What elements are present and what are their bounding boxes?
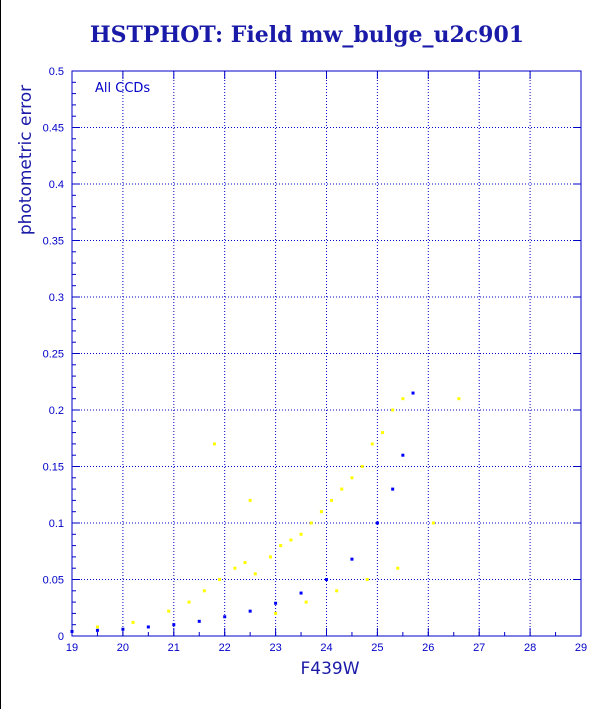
x-tick-label: 26 (422, 642, 434, 654)
y-tick-label: 0 (58, 631, 64, 643)
data-point (340, 487, 344, 491)
data-point (391, 408, 395, 412)
data-point (325, 578, 328, 581)
data-point (248, 609, 252, 613)
data-point (172, 623, 176, 627)
x-tick-label: 21 (168, 642, 180, 654)
data-point (248, 498, 252, 502)
annotation-all-ccds: All CCDs (95, 81, 150, 96)
data-point (131, 620, 135, 624)
data-point (330, 498, 334, 502)
data-point (350, 476, 354, 480)
data-point (319, 510, 323, 514)
data-point (396, 566, 400, 570)
data-point (350, 557, 354, 561)
data-point (365, 578, 369, 581)
data-point (243, 561, 247, 565)
y-tick-label: 0.25 (43, 349, 64, 361)
x-tick-label: 23 (269, 642, 281, 654)
data-point (304, 600, 308, 604)
data-point (274, 611, 278, 615)
data-point (360, 465, 364, 468)
y-tick-label: 0.5 (49, 66, 64, 78)
data-point (289, 538, 293, 542)
data-point (197, 619, 201, 623)
y-tick-label: 0.4 (49, 179, 64, 191)
x-axis-title: F439W (300, 659, 359, 679)
data-point (370, 442, 374, 446)
y-tick-label: 0.35 (43, 236, 64, 248)
y-axis-title: photometric error (16, 85, 36, 235)
y-tick-label: 0.05 (43, 575, 64, 587)
data-point (202, 589, 206, 593)
data-point (218, 578, 222, 581)
y-tick-label: 0.2 (49, 405, 64, 417)
y-tick-label: 0.1 (49, 518, 64, 530)
data-point (233, 566, 237, 570)
data-point (187, 600, 191, 604)
data-point (274, 601, 278, 605)
x-tick-label: 28 (524, 642, 536, 654)
x-tick-label: 22 (219, 642, 231, 654)
data-point (335, 589, 339, 593)
data-point (146, 625, 150, 629)
x-tick-label: 19 (66, 642, 78, 654)
chart-title: HSTPHOT: Field mw_bulge_u2c901 (89, 22, 525, 48)
data-point (279, 544, 283, 548)
data-point (299, 532, 303, 536)
data-point (253, 572, 257, 576)
data-point (380, 431, 384, 435)
data-point (213, 442, 217, 446)
data-point (95, 625, 99, 629)
x-tick-label: 27 (473, 642, 485, 654)
data-point (309, 521, 313, 525)
data-point (401, 397, 405, 401)
data-point (269, 555, 273, 559)
y-tick-label: 0.15 (43, 462, 64, 474)
data-point (457, 397, 461, 401)
data-point (223, 615, 227, 619)
x-tick-label: 24 (320, 642, 332, 654)
data-point (391, 487, 395, 491)
y-tick-label: 0.3 (49, 292, 64, 304)
x-tick-label: 29 (575, 642, 587, 654)
data-point (95, 628, 99, 632)
data-point (411, 391, 415, 395)
data-point (375, 521, 379, 525)
data-point (401, 453, 405, 457)
x-tick-label: 20 (117, 642, 129, 654)
x-tick-label: 25 (371, 642, 383, 654)
data-point (167, 609, 171, 613)
data-point (299, 591, 303, 595)
y-tick-label: 0.45 (43, 123, 64, 135)
data-point (431, 521, 435, 525)
